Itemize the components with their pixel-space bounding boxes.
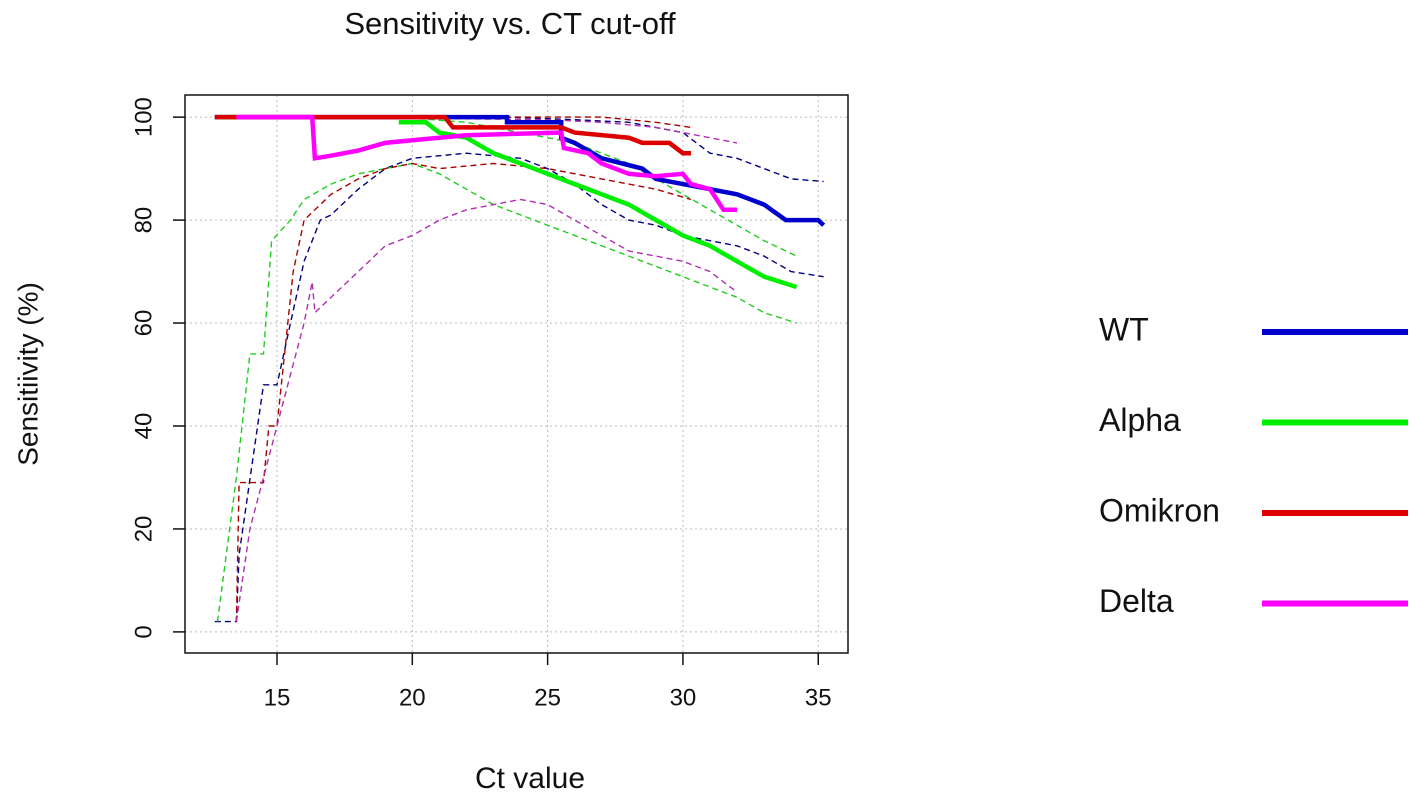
confidence-band xyxy=(314,116,738,144)
legend-label: Omikron xyxy=(1099,492,1220,528)
y-axis-label: Sensitiivity (%) xyxy=(12,282,43,466)
confidence-band xyxy=(216,162,797,622)
series-line xyxy=(236,114,737,213)
confidence-band xyxy=(235,162,692,622)
confidence-band xyxy=(235,198,738,622)
y-tick-label: 100 xyxy=(130,97,157,137)
y-tick-label: 60 xyxy=(130,310,157,337)
x-tick-label: 35 xyxy=(805,684,832,711)
chart-title: Sensitivity vs. CT cut-off xyxy=(344,6,676,41)
y-tick-label: 80 xyxy=(130,207,157,234)
confidence-band xyxy=(214,116,824,183)
legend-label: Alpha xyxy=(1099,402,1181,438)
legend-label: Delta xyxy=(1099,583,1174,619)
y-tick-label: 40 xyxy=(130,413,157,440)
confidence-band xyxy=(214,152,824,623)
x-tick-label: 25 xyxy=(534,684,561,711)
series-line xyxy=(220,114,798,290)
y-tick-label: 0 xyxy=(130,625,157,638)
plot-frame xyxy=(184,94,849,654)
x-tick-label: 15 xyxy=(264,684,291,711)
x-axis-label: Ct value xyxy=(475,762,585,795)
series-line xyxy=(214,114,691,156)
y-tick-label: 20 xyxy=(130,516,157,543)
confidence-band xyxy=(444,116,692,129)
x-tick-label: 30 xyxy=(670,684,697,711)
legend-label: WT xyxy=(1099,311,1149,347)
x-tick-label: 20 xyxy=(399,684,426,711)
